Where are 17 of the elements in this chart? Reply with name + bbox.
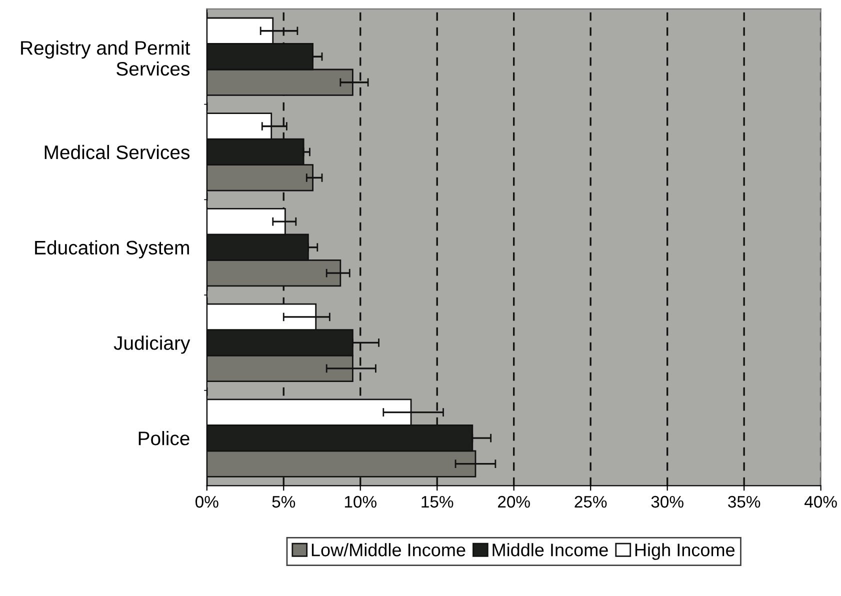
x-tick-label: 35% <box>728 496 760 508</box>
y-tick-label: Judiciary <box>114 336 190 354</box>
x-tick-label: 5% <box>272 496 296 508</box>
y-tick-label: Registry and Permit Services <box>21 40 190 76</box>
x-tick-label: 0% <box>195 496 218 508</box>
x-tick-label: 10% <box>344 496 376 508</box>
y-tick-label: Medical Services <box>44 144 190 160</box>
x-tick-label: 40% <box>804 496 837 508</box>
y-tick-label: Education System <box>35 240 189 258</box>
x-tick-label: 25% <box>574 496 607 508</box>
x-tick-label: 20% <box>498 496 530 508</box>
legend-label: Middle Income <box>492 543 608 556</box>
legend-label: High Income <box>635 543 735 560</box>
legend-label: Low/Middle Income <box>312 543 466 556</box>
y-tick-label: Police <box>138 431 190 446</box>
x-tick-label: 30% <box>651 496 684 508</box>
x-tick-label: 15% <box>422 496 454 508</box>
